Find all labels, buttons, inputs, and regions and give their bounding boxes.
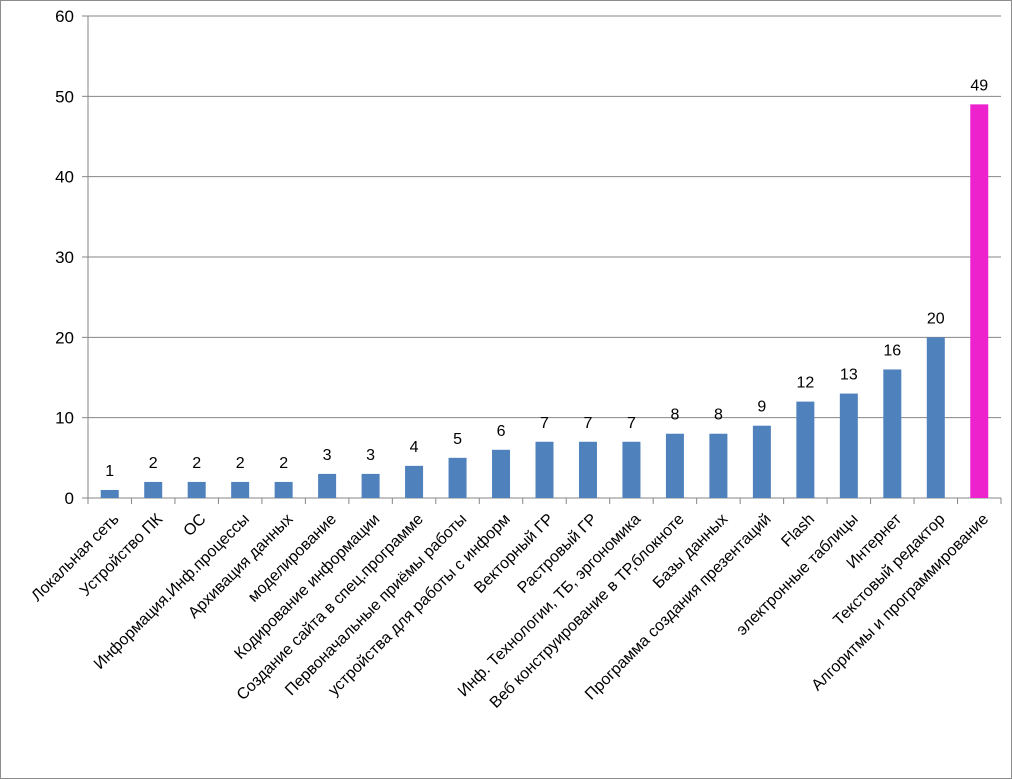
bar xyxy=(752,425,771,498)
gridlines xyxy=(88,15,1001,419)
bar xyxy=(405,465,424,498)
data-label: 3 xyxy=(323,447,332,464)
bar xyxy=(839,393,858,498)
bar xyxy=(535,441,554,498)
data-label: 49 xyxy=(970,77,988,94)
data-label: 1 xyxy=(105,463,114,480)
y-tick-label: 50 xyxy=(55,87,74,106)
data-label: 20 xyxy=(927,310,945,327)
data-label: 7 xyxy=(584,415,593,432)
data-label: 7 xyxy=(627,415,636,432)
x-category-label: Устройство ПК xyxy=(77,510,167,600)
data-label: 2 xyxy=(236,455,245,472)
x-category-label: ОС xyxy=(181,511,210,540)
data-label: 4 xyxy=(410,439,419,456)
bars xyxy=(100,104,989,498)
bar xyxy=(100,489,119,498)
y-tick-label: 40 xyxy=(55,168,74,187)
bar xyxy=(883,369,902,498)
data-label: 2 xyxy=(279,455,288,472)
bar xyxy=(622,441,641,498)
bar xyxy=(231,481,250,498)
data-label: 3 xyxy=(366,447,375,464)
bar xyxy=(448,457,467,498)
data-label: 9 xyxy=(757,399,766,416)
bar xyxy=(970,104,989,498)
data-label: 2 xyxy=(192,455,201,472)
bar xyxy=(492,449,511,498)
data-label: 8 xyxy=(670,407,679,424)
bar xyxy=(318,473,337,498)
bar xyxy=(578,441,597,498)
data-label: 12 xyxy=(796,375,814,392)
bar xyxy=(187,481,206,498)
y-tick-label: 0 xyxy=(65,489,74,508)
data-label: 8 xyxy=(714,407,723,424)
bar xyxy=(709,433,728,498)
bar xyxy=(274,481,293,498)
data-label: 6 xyxy=(497,423,506,440)
bar xyxy=(144,481,163,498)
data-label: 16 xyxy=(883,342,901,359)
data-label: 2 xyxy=(149,455,158,472)
bar xyxy=(796,401,815,498)
data-label: 5 xyxy=(453,431,462,448)
y-tick-labels: 0 10 20 30 40 50 60 xyxy=(55,7,74,508)
bar xyxy=(361,473,380,498)
y-tick-label: 30 xyxy=(55,248,74,267)
y-tick-label: 10 xyxy=(55,409,74,428)
x-category-label: Flash xyxy=(778,511,818,551)
bar xyxy=(926,337,945,498)
data-label: 13 xyxy=(840,367,858,384)
x-category-label: Информация.Инф.процессы xyxy=(91,511,253,673)
data-label: 7 xyxy=(540,415,549,432)
bar xyxy=(665,433,684,498)
y-tick-label: 60 xyxy=(55,7,74,26)
y-tick-label: 20 xyxy=(55,328,74,347)
